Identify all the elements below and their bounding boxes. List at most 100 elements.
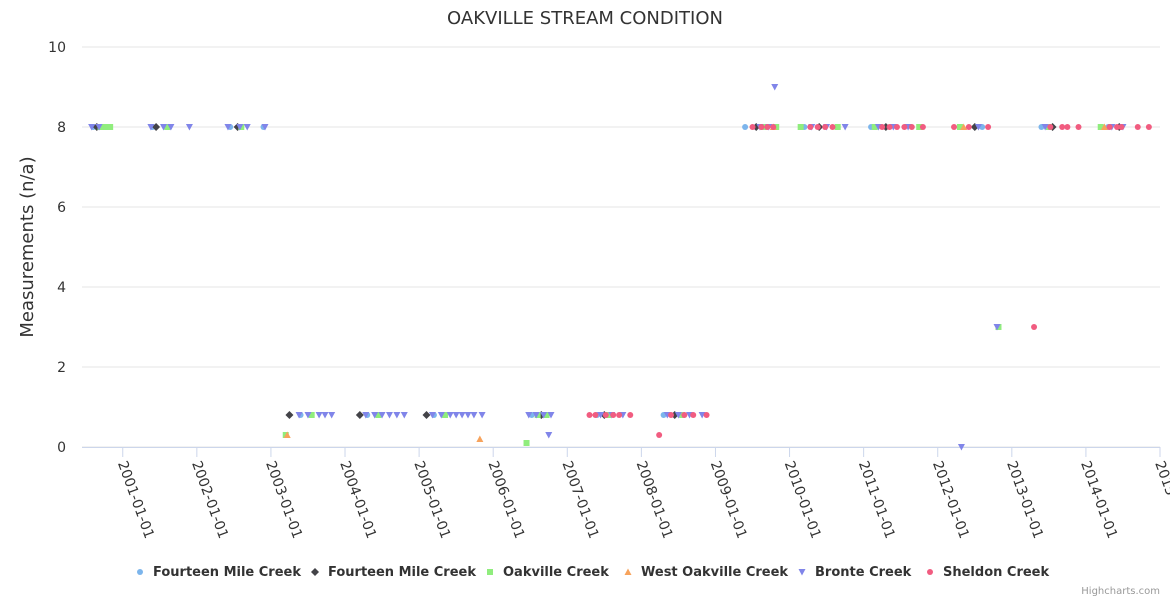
data-point[interactable] <box>703 412 710 418</box>
data-point[interactable] <box>308 412 315 418</box>
data-point[interactable] <box>1097 124 1104 130</box>
data-point[interactable] <box>236 124 244 131</box>
data-point[interactable] <box>893 124 900 130</box>
data-point[interactable] <box>960 123 968 131</box>
legend-marker[interactable] <box>487 569 493 575</box>
data-point[interactable] <box>985 124 992 130</box>
data-point[interactable] <box>400 412 408 419</box>
data-point[interactable] <box>807 124 814 130</box>
data-point[interactable] <box>586 412 593 418</box>
data-point[interactable] <box>908 124 915 130</box>
data-point[interactable] <box>452 412 460 419</box>
data-point[interactable] <box>470 412 478 419</box>
data-point[interactable] <box>446 412 454 419</box>
data-point[interactable] <box>152 123 161 131</box>
data-point[interactable] <box>321 412 329 419</box>
data-point[interactable] <box>315 412 323 419</box>
data-point[interactable] <box>1047 124 1054 130</box>
data-point[interactable] <box>610 412 617 418</box>
data-point[interactable] <box>965 124 972 130</box>
data-point[interactable] <box>656 432 663 438</box>
data-point[interactable] <box>698 412 706 419</box>
data-point[interactable] <box>742 124 749 130</box>
data-point[interactable] <box>1145 124 1152 130</box>
legend-item[interactable]: Fourteen Mile Creek <box>137 565 301 580</box>
data-point[interactable] <box>901 124 908 130</box>
legend-marker[interactable] <box>137 569 143 575</box>
data-point[interactable] <box>597 412 605 419</box>
data-point[interactable] <box>770 124 777 130</box>
data-point[interactable] <box>822 124 829 130</box>
data-point[interactable] <box>476 435 484 443</box>
data-point[interactable] <box>1075 124 1082 130</box>
data-point[interactable] <box>974 124 982 131</box>
data-point[interactable] <box>764 124 771 130</box>
data-point[interactable] <box>532 412 540 419</box>
data-point[interactable] <box>464 412 472 419</box>
data-point[interactable] <box>1059 124 1066 130</box>
data-point[interactable] <box>1064 124 1071 130</box>
data-point[interactable] <box>458 412 466 419</box>
legend-marker[interactable] <box>624 568 632 576</box>
data-point[interactable] <box>951 124 958 130</box>
data-point[interactable] <box>295 412 303 419</box>
data-point[interactable] <box>243 124 251 131</box>
legend-item[interactable]: Fourteen Mile Creek <box>311 565 476 580</box>
data-point[interactable] <box>525 412 533 419</box>
data-point[interactable] <box>919 124 926 130</box>
data-point[interactable] <box>185 124 193 131</box>
data-point[interactable] <box>668 412 675 418</box>
data-point[interactable] <box>261 124 269 131</box>
data-point[interactable] <box>147 124 155 131</box>
legend-marker[interactable] <box>927 569 933 575</box>
data-point[interactable] <box>771 84 779 91</box>
data-point[interactable] <box>545 432 553 439</box>
data-point[interactable] <box>355 411 364 419</box>
data-point[interactable] <box>393 412 401 419</box>
legend-item[interactable]: West Oakville Creek <box>624 565 789 580</box>
data-point[interactable] <box>993 324 1001 331</box>
data-point[interactable] <box>543 412 550 418</box>
data-point[interactable] <box>681 412 688 418</box>
data-point[interactable] <box>1106 124 1113 130</box>
data-point[interactable] <box>749 124 756 130</box>
data-point[interactable] <box>540 412 548 419</box>
data-point[interactable] <box>304 412 312 419</box>
data-point[interactable] <box>616 412 623 418</box>
legend-marker[interactable] <box>311 568 319 576</box>
data-point[interactable] <box>674 412 682 419</box>
data-point[interactable] <box>328 412 336 419</box>
data-point[interactable] <box>523 440 530 446</box>
data-point[interactable] <box>283 431 291 439</box>
data-point[interactable] <box>378 412 386 419</box>
data-point[interactable] <box>957 444 965 451</box>
legend-marker[interactable] <box>798 569 806 576</box>
data-point[interactable] <box>375 412 382 418</box>
data-point[interactable] <box>167 124 175 131</box>
data-point[interactable] <box>841 124 849 131</box>
data-point[interactable] <box>956 124 963 130</box>
data-point[interactable] <box>103 124 110 130</box>
legend-item[interactable]: Sheldon Creek <box>927 565 1049 580</box>
data-point[interactable] <box>814 124 821 130</box>
data-point[interactable] <box>1118 124 1125 130</box>
data-point[interactable] <box>690 412 697 418</box>
data-point[interactable] <box>164 124 171 130</box>
data-point[interactable] <box>1114 124 1121 130</box>
legend-item[interactable]: Oakville Creek <box>487 565 609 580</box>
data-point[interactable] <box>371 412 379 419</box>
data-point[interactable] <box>285 411 294 419</box>
data-point[interactable] <box>437 412 445 419</box>
data-point[interactable] <box>879 124 886 130</box>
data-point[interactable] <box>362 412 370 419</box>
data-point[interactable] <box>385 412 393 419</box>
data-point[interactable] <box>159 124 167 131</box>
data-point[interactable] <box>88 124 96 131</box>
data-point[interactable] <box>422 411 431 419</box>
data-point[interactable] <box>1134 124 1141 130</box>
data-point[interactable] <box>871 124 878 130</box>
data-point[interactable] <box>602 412 609 418</box>
data-point[interactable] <box>834 124 841 130</box>
legend-item[interactable]: Bronte Creek <box>798 565 912 580</box>
data-point[interactable] <box>107 124 114 130</box>
